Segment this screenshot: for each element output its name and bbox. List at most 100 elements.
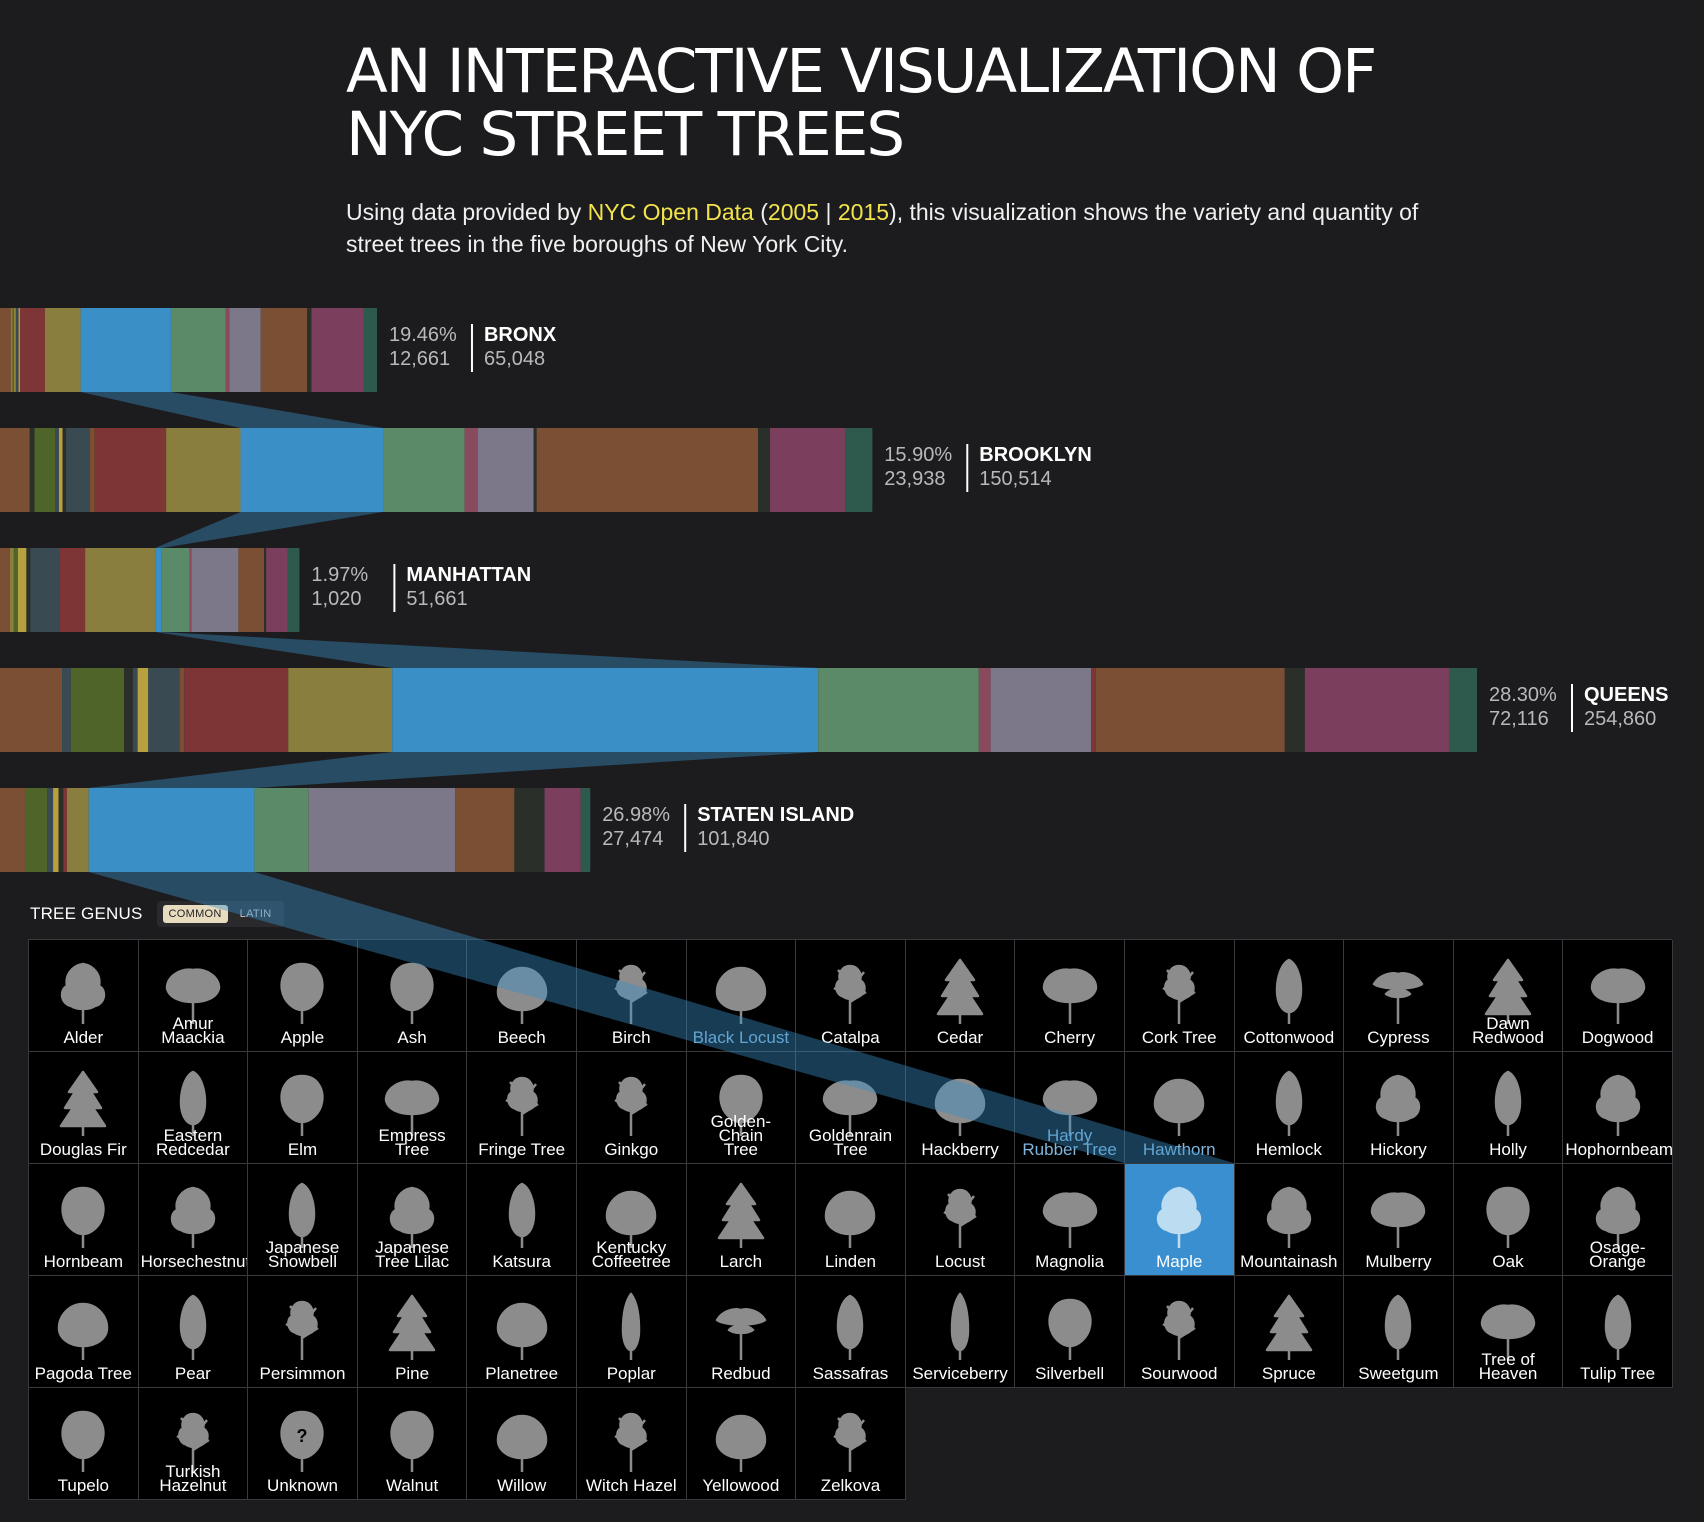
bar-segment[interactable] (0, 668, 63, 752)
genus-cell-redbud[interactable]: Redbud (686, 1276, 797, 1388)
bar-segment[interactable] (225, 308, 230, 392)
bar-segment[interactable] (179, 668, 185, 752)
genus-cell-cork-tree[interactable]: Cork Tree (1124, 940, 1235, 1052)
bar-segment[interactable] (818, 668, 979, 752)
bar-segment[interactable] (1091, 668, 1096, 752)
genus-cell-silverbell[interactable]: Silverbell (1015, 1276, 1125, 1388)
genus-cell-hawthorn[interactable]: Hawthorn (1124, 1052, 1235, 1164)
bar-segment[interactable] (288, 668, 393, 752)
bar-segment[interactable] (308, 788, 456, 872)
bar-segment[interactable] (166, 428, 241, 512)
bar-segment[interactable] (66, 428, 90, 512)
data-2005-link[interactable]: 2005 (767, 199, 820, 225)
genus-cell-dogwood[interactable]: Dogwood (1563, 940, 1673, 1052)
bar-segment[interactable] (132, 668, 138, 752)
bar-segment[interactable] (383, 428, 465, 512)
bar-segment[interactable] (266, 548, 288, 632)
bar-segment[interactable] (13, 548, 18, 632)
bar-segment[interactable] (26, 548, 31, 632)
genus-cell-tulip-tree[interactable]: Tulip Tree (1563, 1276, 1673, 1388)
genus-cell-serviceberry[interactable]: Serviceberry (905, 1276, 1016, 1388)
bar-segment[interactable] (58, 788, 64, 872)
toggle-latin-button[interactable]: LATIN (239, 908, 272, 920)
bar-segment[interactable] (1304, 668, 1449, 752)
bar-segment[interactable] (1284, 668, 1305, 752)
bar-segment[interactable] (44, 308, 81, 392)
bar-segment-maple[interactable] (88, 788, 255, 872)
genus-cell-cedar[interactable]: Cedar (905, 940, 1016, 1052)
genus-cell-persimmon[interactable]: Persimmon (248, 1276, 358, 1388)
genus-cell-kentucky-coffeetree[interactable]: Kentucky Coffeetree (576, 1164, 687, 1276)
bar-segment[interactable] (62, 668, 71, 752)
toggle-common-button[interactable]: COMMON (162, 905, 228, 923)
genus-cell-osage-orange[interactable]: Osage- Orange (1563, 1164, 1673, 1276)
genus-cell-dawn-redwood[interactable]: Dawn Redwood (1453, 940, 1564, 1052)
genus-cell-holly[interactable]: Holly (1453, 1052, 1564, 1164)
genus-cell-horsechestnut[interactable]: Horsechestnut (138, 1164, 249, 1276)
genus-cell-pear[interactable]: Pear (138, 1276, 249, 1388)
genus-cell-fringe-tree[interactable]: Fringe Tree (467, 1052, 577, 1164)
genus-cell-larch[interactable]: Larch (686, 1164, 797, 1276)
genus-cell-eastern-redcedar[interactable]: Eastern Redcedar (138, 1052, 249, 1164)
bar-segment[interactable] (0, 788, 26, 872)
bar-segment[interactable] (19, 308, 45, 392)
bar-segment[interactable] (9, 548, 14, 632)
bar-segment[interactable] (0, 428, 30, 512)
genus-cell-sourwood[interactable]: Sourwood (1124, 1276, 1235, 1388)
genus-cell-hickory[interactable]: Hickory (1344, 1052, 1454, 1164)
bar-segment[interactable] (229, 308, 261, 392)
genus-cell-japanese-snowbell[interactable]: Japanese Snowbell (248, 1164, 358, 1276)
genus-cell-yellowood[interactable]: Yellowood (686, 1388, 797, 1500)
bar-segment[interactable] (260, 308, 308, 392)
bar-segment[interactable] (15, 308, 19, 392)
genus-cell-witch-hazel[interactable]: Witch Hazel (576, 1388, 687, 1500)
genus-cell-linden[interactable]: Linden (796, 1164, 906, 1276)
genus-cell-katsura[interactable]: Katsura (467, 1164, 577, 1276)
bar-segment-maple[interactable] (80, 308, 171, 392)
genus-cell-cypress[interactable]: Cypress (1344, 940, 1454, 1052)
genus-cell-japanese-tree-lilac[interactable]: Japanese Tree Lilac (357, 1164, 468, 1276)
genus-cell-alder[interactable]: Alder (29, 940, 139, 1052)
bar-segment[interactable] (264, 548, 267, 632)
genus-cell-walnut[interactable]: Walnut (357, 1388, 468, 1500)
bar-segment[interactable] (514, 788, 545, 872)
genus-cell-hackberry[interactable]: Hackberry (905, 1052, 1016, 1164)
bar-segment[interactable] (94, 428, 167, 512)
bar-segment[interactable] (25, 788, 48, 872)
genus-cell-ash[interactable]: Ash (357, 940, 468, 1052)
genus-cell-turkish-hazelnut[interactable]: Turkish Hazelnut (138, 1388, 249, 1500)
bar-segment[interactable] (89, 428, 95, 512)
genus-cell-hardy-rubber-tree[interactable]: Hardy Rubber Tree (1015, 1052, 1125, 1164)
bar-segment[interactable] (758, 428, 771, 512)
bar-segment[interactable] (0, 308, 11, 392)
bar-segment[interactable] (10, 308, 13, 392)
genus-cell-tree-of-heaven[interactable]: Tree of Heaven (1453, 1276, 1564, 1388)
genus-cell-planetree[interactable]: Planetree (467, 1276, 577, 1388)
bar-segment[interactable] (137, 668, 149, 752)
bar-segment[interactable] (29, 428, 35, 512)
genus-cell-cherry[interactable]: Cherry (1015, 940, 1125, 1052)
genus-cell-golden-chain-tree[interactable]: Golden-Chain Tree (686, 1052, 797, 1164)
bar-segment-maple[interactable] (240, 428, 384, 512)
genus-cell-poplar[interactable]: Poplar (576, 1276, 687, 1388)
bar-segment[interactable] (191, 548, 239, 632)
bar-segment[interactable] (18, 308, 20, 392)
genus-cell-black-locust[interactable]: Black Locust (686, 940, 797, 1052)
genus-cell-spruce[interactable]: Spruce (1234, 1276, 1345, 1388)
bar-segment[interactable] (12, 308, 15, 392)
genus-cell-hophornbeam[interactable]: Hophornbeam (1563, 1052, 1673, 1164)
bar-segment[interactable] (311, 308, 364, 392)
bar-segment[interactable] (238, 548, 265, 632)
bar-segment[interactable] (770, 428, 846, 512)
genus-cell-ginkgo[interactable]: Ginkgo (576, 1052, 687, 1164)
bar-segment[interactable] (307, 308, 312, 392)
genus-cell-sweetgum[interactable]: Sweetgum (1344, 1276, 1454, 1388)
bar-segment[interactable] (533, 428, 537, 512)
bar-segment[interactable] (47, 788, 54, 872)
bar-segment[interactable] (17, 548, 27, 632)
